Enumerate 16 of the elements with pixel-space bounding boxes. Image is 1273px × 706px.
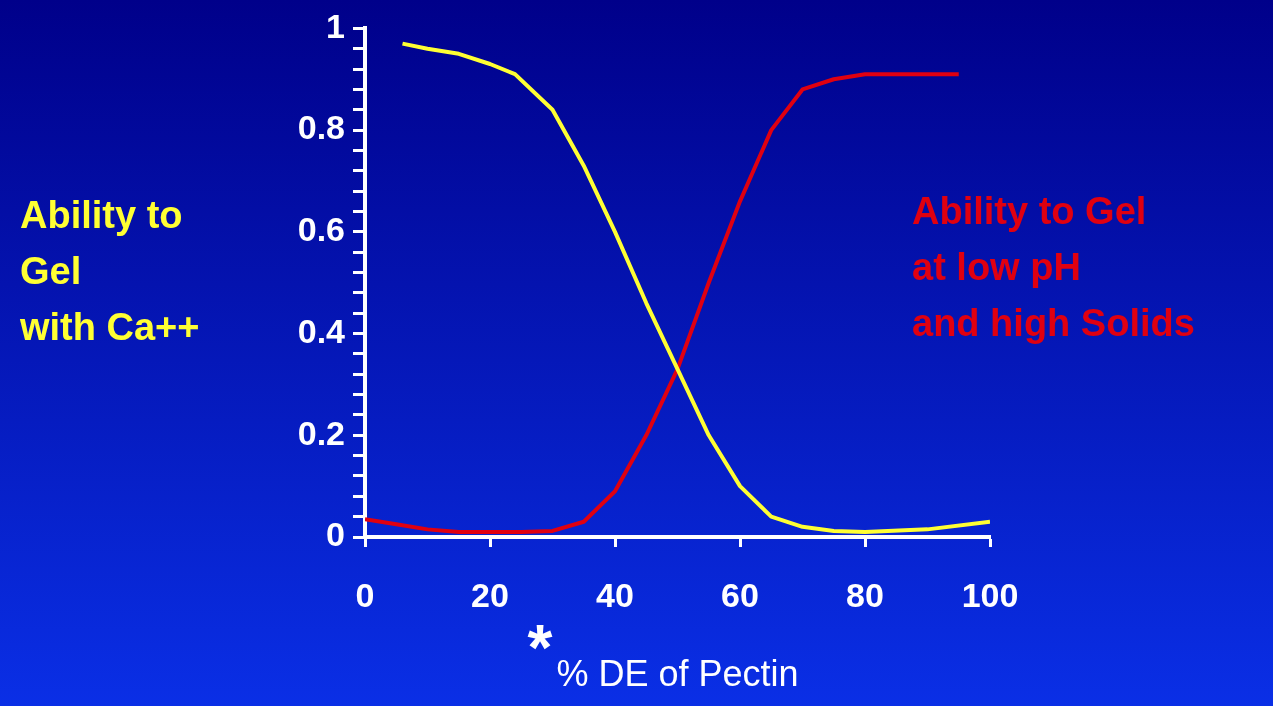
x-tick-label: 20 bbox=[471, 575, 509, 614]
y-tick-label: 1 bbox=[326, 6, 345, 45]
y-tick-label: 0.2 bbox=[297, 413, 345, 452]
x-tick-label: 100 bbox=[961, 575, 1019, 614]
y-tick-label: 0 bbox=[326, 515, 345, 554]
x-tick-label: 0 bbox=[355, 575, 375, 614]
x-tick-label: 40 bbox=[596, 575, 634, 614]
text: Ability to Gel at low pH and high Solids bbox=[912, 190, 1195, 345]
x-tick-label: 80 bbox=[846, 575, 884, 614]
y-tick-label: 0.4 bbox=[297, 311, 346, 350]
x-tick-label: 60 bbox=[721, 575, 759, 614]
text: Ability to Gel with Ca++ bbox=[19, 194, 200, 349]
x-axis-title: % DE of Pectin bbox=[556, 653, 799, 695]
text: * bbox=[527, 611, 553, 684]
y-tick-label: 0.8 bbox=[297, 108, 345, 147]
y-tick-label: 0.6 bbox=[297, 210, 345, 249]
